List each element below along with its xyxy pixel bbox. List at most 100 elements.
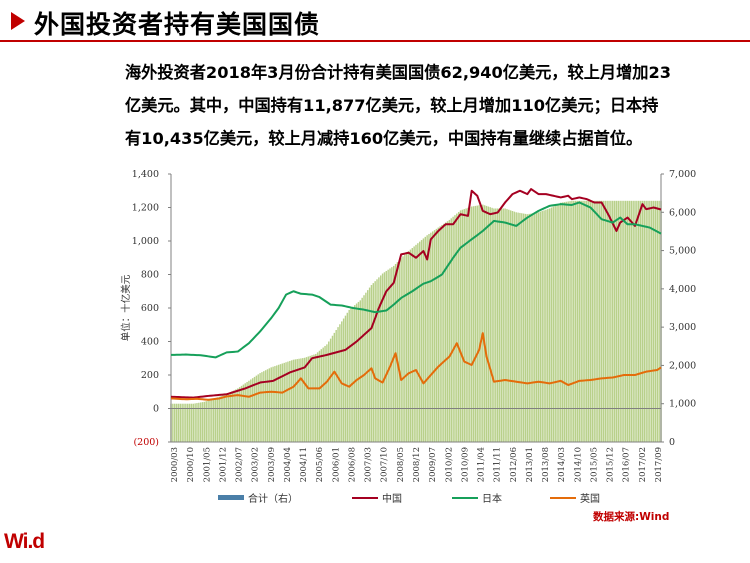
total-bar (227, 393, 230, 442)
total-bar (435, 228, 438, 442)
total-bar (183, 403, 185, 442)
total-bar (456, 213, 458, 442)
total-bar (413, 246, 415, 442)
total-bar (599, 200, 601, 442)
total-bar (610, 200, 612, 442)
total-bar (272, 366, 274, 442)
total-bar (587, 200, 590, 442)
total-bar (354, 305, 356, 442)
total-bar (467, 207, 469, 442)
right-tick-label: 2,000 (669, 360, 696, 371)
total-bar (593, 200, 595, 442)
total-bar (595, 200, 597, 442)
x-tick-label: 2006/08 (348, 447, 358, 482)
total-bar (480, 204, 482, 442)
total-bar (237, 388, 239, 442)
total-bar (274, 366, 276, 442)
total-bar (225, 394, 228, 442)
total-bar (515, 212, 517, 442)
total-bar (389, 268, 391, 442)
total-bar (363, 295, 365, 442)
total-bar (185, 403, 187, 442)
total-bar (328, 341, 330, 442)
x-tick-label: 2005/06 (315, 447, 325, 482)
total-bar (329, 338, 332, 442)
total-bar (526, 214, 529, 442)
left-tick-label: 1,200 (132, 203, 159, 214)
x-tick-label: 2002/07 (235, 447, 245, 482)
y-axis-label: 单位：十亿美元 (120, 274, 132, 341)
total-bar (205, 401, 207, 442)
x-tick-label: 2004/11 (299, 447, 309, 482)
total-bar (270, 367, 272, 442)
total-bar (602, 200, 605, 442)
total-bar (578, 200, 581, 442)
total-bar (203, 401, 206, 442)
total-bar (530, 213, 532, 442)
total-bar (567, 201, 569, 442)
total-bar (263, 371, 265, 442)
japan-line (170, 201, 662, 359)
x-tick-label: 2008/12 (412, 447, 422, 482)
total-bar (415, 244, 417, 442)
total-bar (418, 241, 421, 442)
total-bar (652, 200, 655, 442)
total-bar (383, 272, 386, 442)
total-bar (361, 297, 363, 442)
chart-axes: 1,400 1,200 1,000 800 600 400 200 0 (200) 7,000 6,… (120, 169, 696, 482)
total-bar (433, 230, 436, 442)
x-tick-label: 2003/09 (267, 447, 277, 482)
total-bar (561, 202, 564, 442)
total-bar (522, 213, 525, 442)
total-bar (283, 362, 285, 442)
total-bar (552, 206, 555, 442)
total-bar (302, 358, 304, 442)
total-bar (638, 200, 640, 442)
total-bar (292, 359, 295, 442)
total-bar (194, 403, 196, 442)
total-bar (508, 209, 510, 442)
total-bar (483, 205, 486, 442)
total-bar (437, 227, 439, 442)
total-bar (376, 279, 378, 442)
total-bar (651, 200, 653, 442)
total-bar (311, 355, 313, 442)
total-bar (534, 212, 536, 442)
left-tick-label: 200 (141, 370, 159, 381)
total-bar (411, 248, 414, 442)
china-line (170, 188, 662, 399)
x-tick-label: 2000/10 (186, 447, 196, 482)
total-bar (188, 403, 191, 442)
total-bar (498, 208, 501, 442)
x-tick-label: 2008/05 (396, 447, 406, 482)
legend-uk-label: 英国 (580, 492, 600, 505)
total-bar (172, 403, 174, 442)
total-bar (569, 201, 571, 442)
total-bar (654, 200, 657, 442)
total-bar (469, 207, 471, 442)
total-bar (630, 200, 633, 442)
total-bar (560, 202, 562, 442)
total-bar (307, 356, 310, 442)
total-bar (513, 211, 516, 442)
total-bar (209, 399, 211, 442)
total-bar (465, 208, 467, 442)
wind-logo: Wi.d (4, 530, 45, 553)
total-bar (489, 207, 491, 442)
right-tick-label: 1,000 (669, 399, 696, 410)
total-bar (571, 200, 573, 442)
total-bar (476, 205, 478, 442)
total-bar (398, 260, 401, 442)
total-bar (407, 251, 410, 442)
total-bar (331, 335, 334, 442)
total-bar (212, 398, 215, 442)
x-tick-label: 2014/10 (573, 447, 583, 482)
total-bar (198, 402, 200, 442)
total-bar (175, 403, 178, 442)
total-bar (474, 205, 477, 442)
total-bar (190, 403, 193, 442)
x-tick-label: 2010/09 (460, 447, 470, 482)
x-tick-label: 2004/04 (283, 447, 293, 482)
header-divider (0, 40, 750, 42)
total-bar (224, 394, 226, 442)
